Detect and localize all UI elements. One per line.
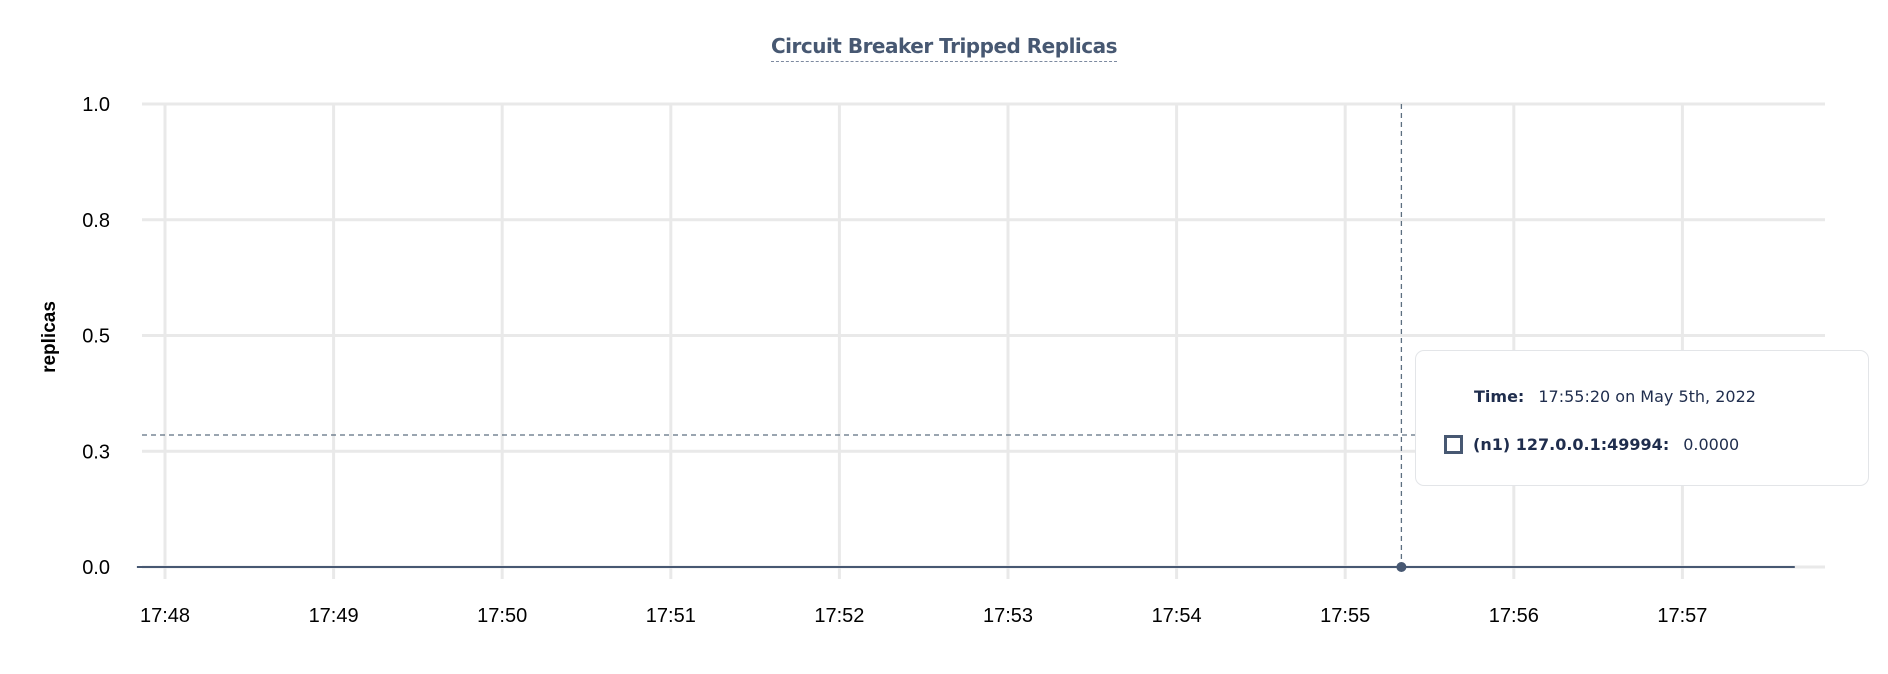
- x-tick-label: 17:48: [140, 605, 190, 627]
- y-tick-label: 0.3: [82, 441, 110, 463]
- x-tick-label: 17:55: [1320, 605, 1370, 627]
- y-tick-label: 1.0: [82, 94, 110, 116]
- tooltip-time: Time: 17:55:20 on May 5th, 2022: [1474, 387, 1756, 406]
- hover-point: [1396, 562, 1407, 572]
- x-tick-label: 17:51: [646, 605, 696, 627]
- y-tick-label: 0.5: [82, 326, 110, 348]
- chart-title: Circuit Breaker Tripped Replicas: [0, 34, 1888, 62]
- x-tick-label: 17:53: [983, 605, 1033, 627]
- y-tick-label: 0.8: [82, 210, 110, 232]
- series-swatch-icon: [1444, 435, 1463, 454]
- tooltip: Time: 17:55:20 on May 5th, 2022 (n1) 127.…: [1415, 350, 1869, 486]
- x-tick-label: 17:52: [814, 605, 864, 627]
- x-tick-label: 17:49: [309, 605, 359, 627]
- x-tick-label: 17:54: [1152, 605, 1202, 627]
- x-tick-label: 17:50: [477, 605, 527, 627]
- x-tick-label: 17:57: [1657, 605, 1707, 627]
- y-tick-label: 0.0: [82, 557, 110, 579]
- tooltip-series-row: (n1) 127.0.0.1:49994: 0.0000: [1444, 435, 1739, 454]
- x-tick-label: 17:56: [1489, 605, 1539, 627]
